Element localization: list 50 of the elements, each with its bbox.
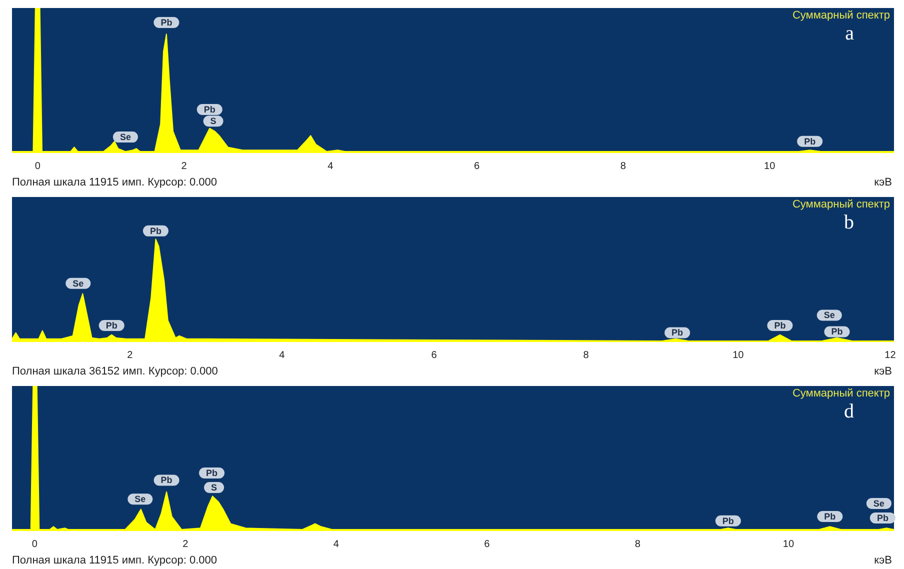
annotation: Pb bbox=[804, 136, 816, 146]
text: Полная шкала 11915 имп. Курсор: 0.000 bbox=[12, 176, 217, 189]
annotation: S bbox=[211, 482, 218, 492]
annotation: Pb bbox=[672, 328, 684, 338]
annotation: Pb bbox=[831, 326, 844, 337]
x-tick-label: 10 bbox=[732, 350, 744, 361]
x-tick-label: 8 bbox=[583, 350, 590, 361]
x-tick-label: 4 bbox=[328, 160, 334, 172]
x-tick-label: 10 bbox=[764, 160, 776, 172]
annotation: Pb bbox=[106, 320, 118, 331]
annotation: Se bbox=[72, 278, 84, 288]
x-axis-title: кэВ bbox=[874, 176, 892, 189]
annotation: Pb bbox=[824, 511, 836, 522]
x-axis-title: кэВ bbox=[874, 554, 892, 567]
x-tick-label: 2 bbox=[181, 160, 188, 172]
annotation: Se bbox=[134, 494, 146, 504]
x-tick-label: 2 bbox=[127, 350, 134, 361]
x-tick-label: 2 bbox=[182, 538, 189, 550]
x-tick-label: 0 bbox=[32, 538, 38, 550]
text: Полная шкала 36152 имп. Курсор: 0.000 bbox=[12, 366, 218, 378]
chart-subtitle: Суммарный спектр bbox=[792, 388, 890, 400]
x-tick-label: 0 bbox=[34, 160, 41, 172]
annotation: Pb bbox=[722, 516, 734, 526]
text: d bbox=[844, 400, 854, 422]
x-tick-label: 10 bbox=[782, 538, 794, 550]
x-tick-label: 8 bbox=[634, 538, 641, 550]
annotation: Se bbox=[824, 310, 835, 320]
annotation: Pb bbox=[160, 475, 173, 486]
chart-subtitle: Суммарный спектр bbox=[792, 198, 890, 211]
x-tick-label: 12 bbox=[884, 350, 896, 361]
text: a bbox=[845, 22, 854, 44]
annotation: Pb bbox=[204, 104, 216, 114]
annotation: Pb bbox=[876, 512, 889, 523]
chart-title: b bbox=[844, 211, 854, 234]
annotation: Pb bbox=[206, 468, 218, 478]
annotation: Se bbox=[120, 132, 131, 142]
chart-subtitle: Суммарный спектр bbox=[792, 10, 890, 22]
x-axis-title: кэВ bbox=[874, 366, 892, 378]
x-tick-label: 6 bbox=[474, 160, 480, 172]
annotation: Pb bbox=[160, 17, 173, 28]
x-tick-label: 8 bbox=[620, 160, 626, 172]
text: Полная шкала 11915 имп. Курсор: 0.000 bbox=[12, 554, 217, 567]
annotation: Pb bbox=[150, 226, 162, 236]
x-tick-label: 6 bbox=[431, 350, 438, 361]
annotation: Se bbox=[873, 498, 884, 508]
x-tick-label: 4 bbox=[279, 350, 286, 361]
annotation: Pb bbox=[774, 320, 786, 331]
annotation: S bbox=[210, 116, 216, 126]
x-tick-label: 4 bbox=[333, 538, 340, 550]
x-tick-label: 6 bbox=[484, 538, 490, 550]
